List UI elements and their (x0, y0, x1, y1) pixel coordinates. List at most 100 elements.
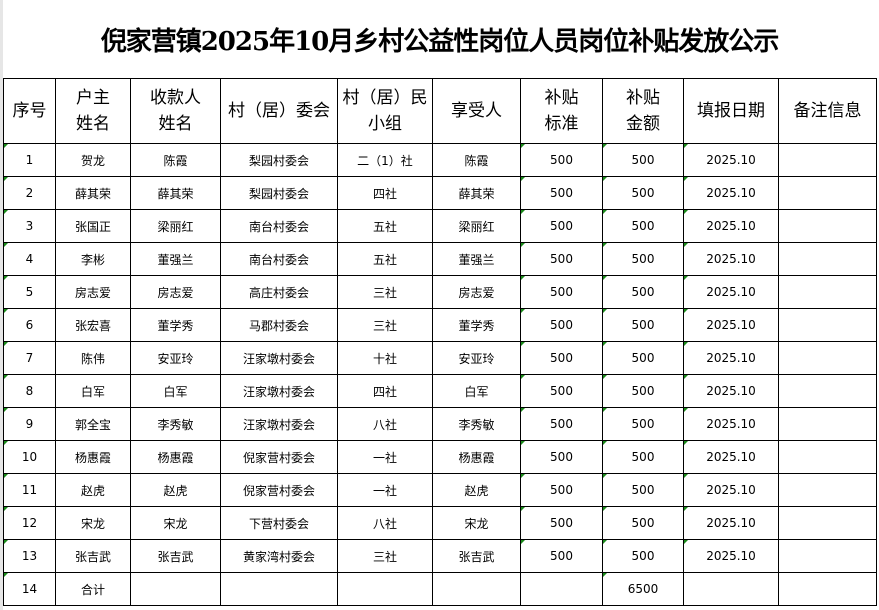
cell-village-group[interactable]: 五社 (337, 242, 433, 276)
cell-payee[interactable]: 梁丽红 (130, 209, 221, 243)
cell-village-group[interactable]: 一社 (337, 440, 433, 474)
cell-householder[interactable]: 赵虎 (55, 473, 131, 507)
cell-subsidy-amount[interactable]: 500 (602, 440, 684, 474)
cell-village-group[interactable]: 三社 (337, 308, 433, 342)
cell-index[interactable]: 4 (3, 242, 56, 276)
cell-householder[interactable]: 张宏喜 (55, 308, 131, 342)
cell-subsidy-standard[interactable]: 500 (520, 374, 603, 408)
cell-remarks[interactable] (778, 143, 877, 177)
cell-report-date[interactable]: 2025.10 (683, 275, 779, 309)
cell-subsidy-standard[interactable]: 500 (520, 242, 603, 276)
cell-village-group[interactable]: 三社 (337, 539, 433, 573)
cell-beneficiary[interactable]: 房志爱 (432, 275, 521, 309)
cell-remarks[interactable] (778, 374, 877, 408)
cell-village-group[interactable]: 四社 (337, 374, 433, 408)
cell-report-date[interactable]: 2025.10 (683, 242, 779, 276)
cell-village-group[interactable]: 十社 (337, 341, 433, 375)
cell-report-date[interactable]: 2025.10 (683, 407, 779, 441)
cell-report-date[interactable]: 2025.10 (683, 341, 779, 375)
cell-remarks[interactable] (778, 539, 877, 573)
cell-village-group[interactable]: 八社 (337, 407, 433, 441)
cell-subsidy-amount[interactable]: 500 (602, 308, 684, 342)
cell-index[interactable]: 9 (3, 407, 56, 441)
cell-payee[interactable]: 杨惠霞 (130, 440, 221, 474)
cell-beneficiary[interactable]: 赵虎 (432, 473, 521, 507)
cell-subsidy-standard[interactable]: 500 (520, 143, 603, 177)
cell-subsidy-standard[interactable] (520, 572, 603, 606)
cell-remarks[interactable] (778, 407, 877, 441)
cell-householder[interactable]: 合计 (55, 572, 131, 606)
cell-beneficiary[interactable]: 董学秀 (432, 308, 521, 342)
cell-householder[interactable]: 郭全宝 (55, 407, 131, 441)
cell-village-committee[interactable]: 梨园村委会 (220, 143, 338, 177)
cell-subsidy-amount[interactable]: 500 (602, 143, 684, 177)
cell-householder[interactable]: 薛其荣 (55, 176, 131, 210)
cell-village-committee[interactable]: 南台村委会 (220, 209, 338, 243)
cell-householder[interactable]: 李彬 (55, 242, 131, 276)
cell-report-date[interactable]: 2025.10 (683, 143, 779, 177)
cell-subsidy-standard[interactable]: 500 (520, 473, 603, 507)
cell-payee[interactable]: 房志爱 (130, 275, 221, 309)
cell-beneficiary[interactable]: 薛其荣 (432, 176, 521, 210)
cell-village-committee[interactable]: 汪家墩村委会 (220, 374, 338, 408)
cell-report-date[interactable]: 2025.10 (683, 176, 779, 210)
cell-report-date[interactable]: 2025.10 (683, 374, 779, 408)
cell-report-date[interactable] (683, 572, 779, 606)
cell-payee[interactable]: 张吉武 (130, 539, 221, 573)
cell-village-committee[interactable]: 汪家墩村委会 (220, 407, 338, 441)
cell-householder[interactable]: 白军 (55, 374, 131, 408)
cell-remarks[interactable] (778, 308, 877, 342)
cell-village-committee[interactable] (220, 572, 338, 606)
cell-beneficiary[interactable]: 陈霞 (432, 143, 521, 177)
cell-payee[interactable]: 薛其荣 (130, 176, 221, 210)
cell-beneficiary[interactable]: 李秀敏 (432, 407, 521, 441)
cell-payee[interactable]: 赵虎 (130, 473, 221, 507)
cell-village-committee[interactable]: 马郡村委会 (220, 308, 338, 342)
cell-subsidy-amount[interactable]: 500 (602, 209, 684, 243)
cell-index[interactable]: 10 (3, 440, 56, 474)
cell-subsidy-amount[interactable]: 500 (602, 473, 684, 507)
cell-subsidy-standard[interactable]: 500 (520, 539, 603, 573)
cell-index[interactable]: 5 (3, 275, 56, 309)
cell-village-committee[interactable]: 倪家营村委会 (220, 440, 338, 474)
cell-payee[interactable]: 陈霞 (130, 143, 221, 177)
cell-householder[interactable]: 宋龙 (55, 506, 131, 540)
cell-payee[interactable]: 李秀敏 (130, 407, 221, 441)
cell-subsidy-standard[interactable]: 500 (520, 506, 603, 540)
cell-subsidy-standard[interactable]: 500 (520, 176, 603, 210)
cell-beneficiary[interactable]: 董强兰 (432, 242, 521, 276)
cell-remarks[interactable] (778, 176, 877, 210)
cell-report-date[interactable]: 2025.10 (683, 506, 779, 540)
cell-remarks[interactable] (778, 473, 877, 507)
cell-index[interactable]: 2 (3, 176, 56, 210)
cell-householder[interactable]: 贺龙 (55, 143, 131, 177)
cell-subsidy-amount[interactable]: 500 (602, 341, 684, 375)
cell-payee[interactable]: 安亚玲 (130, 341, 221, 375)
cell-report-date[interactable]: 2025.10 (683, 473, 779, 507)
cell-payee[interactable]: 白军 (130, 374, 221, 408)
cell-payee[interactable]: 董强兰 (130, 242, 221, 276)
cell-index[interactable]: 12 (3, 506, 56, 540)
cell-report-date[interactable]: 2025.10 (683, 440, 779, 474)
cell-index[interactable]: 13 (3, 539, 56, 573)
cell-village-group[interactable]: 四社 (337, 176, 433, 210)
cell-index[interactable]: 11 (3, 473, 56, 507)
cell-beneficiary[interactable]: 白军 (432, 374, 521, 408)
cell-village-group[interactable]: 八社 (337, 506, 433, 540)
cell-beneficiary[interactable]: 梁丽红 (432, 209, 521, 243)
cell-beneficiary[interactable]: 安亚玲 (432, 341, 521, 375)
cell-village-committee[interactable]: 汪家墩村委会 (220, 341, 338, 375)
cell-subsidy-amount[interactable]: 500 (602, 407, 684, 441)
cell-payee[interactable]: 董学秀 (130, 308, 221, 342)
cell-beneficiary[interactable] (432, 572, 521, 606)
cell-village-group[interactable]: 五社 (337, 209, 433, 243)
cell-village-committee[interactable]: 南台村委会 (220, 242, 338, 276)
cell-remarks[interactable] (778, 506, 877, 540)
cell-subsidy-amount[interactable]: 500 (602, 176, 684, 210)
cell-village-committee[interactable]: 黄家湾村委会 (220, 539, 338, 573)
cell-remarks[interactable] (778, 440, 877, 474)
cell-beneficiary[interactable]: 宋龙 (432, 506, 521, 540)
cell-payee[interactable]: 宋龙 (130, 506, 221, 540)
cell-index[interactable]: 8 (3, 374, 56, 408)
cell-beneficiary[interactable]: 杨惠霞 (432, 440, 521, 474)
